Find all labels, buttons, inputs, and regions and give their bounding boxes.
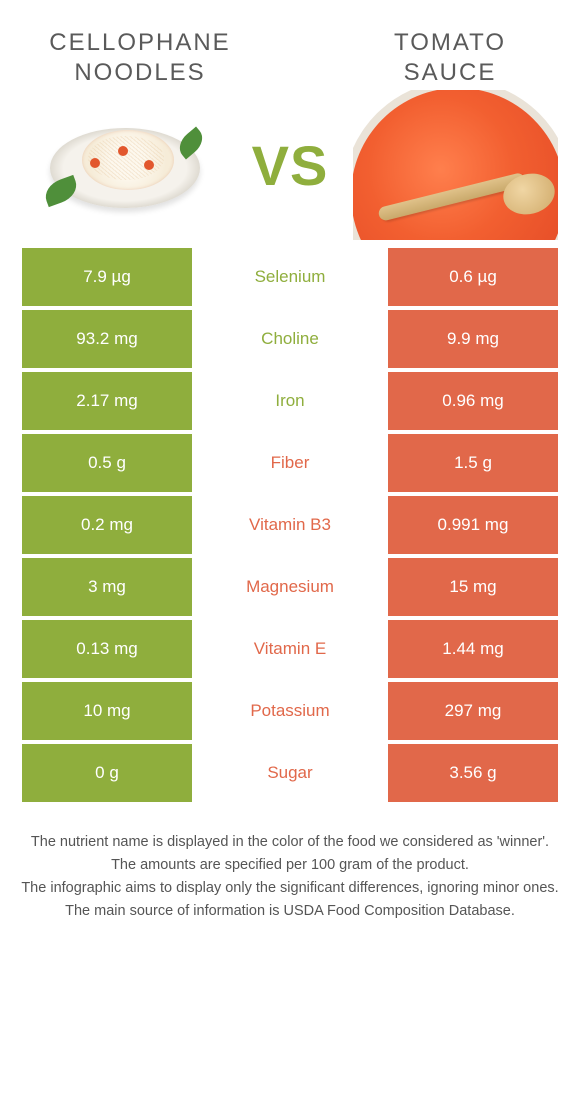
table-row: 93.2 mgCholine9.9 mg bbox=[22, 310, 558, 368]
left-value: 10 mg bbox=[22, 682, 192, 740]
left-food-image bbox=[22, 100, 227, 230]
noodles-illustration bbox=[40, 110, 210, 220]
nutrient-label: Potassium bbox=[192, 682, 388, 740]
table-row: 2.17 mgIron0.96 mg bbox=[22, 372, 558, 430]
left-value: 7.9 µg bbox=[22, 248, 192, 306]
tomato-sauce-illustration bbox=[353, 90, 558, 240]
right-value: 1.5 g bbox=[388, 434, 558, 492]
nutrient-label: Magnesium bbox=[192, 558, 388, 616]
right-value: 9.9 mg bbox=[388, 310, 558, 368]
table-row: 0 gSugar3.56 g bbox=[22, 744, 558, 802]
nutrient-label: Vitamin B3 bbox=[192, 496, 388, 554]
left-value: 93.2 mg bbox=[22, 310, 192, 368]
nutrient-label: Selenium bbox=[192, 248, 388, 306]
hero-row: VS bbox=[0, 96, 580, 248]
nutrient-label: Vitamin E bbox=[192, 620, 388, 678]
vs-label: VS bbox=[252, 133, 329, 198]
left-value: 0.2 mg bbox=[22, 496, 192, 554]
table-row: 7.9 µgSelenium0.6 µg bbox=[22, 248, 558, 306]
table-row: 0.5 gFiber1.5 g bbox=[22, 434, 558, 492]
header: CELLOPHANE NOODLES TOMATO SAUCE bbox=[0, 0, 580, 96]
nutrient-table: 7.9 µgSelenium0.6 µg93.2 mgCholine9.9 mg… bbox=[0, 248, 580, 802]
footer-line: The infographic aims to display only the… bbox=[18, 878, 562, 899]
right-value: 3.56 g bbox=[388, 744, 558, 802]
footer-notes: The nutrient name is displayed in the co… bbox=[0, 806, 580, 922]
left-value: 0.5 g bbox=[22, 434, 192, 492]
nutrient-label: Iron bbox=[192, 372, 388, 430]
nutrient-label: Choline bbox=[192, 310, 388, 368]
right-value: 297 mg bbox=[388, 682, 558, 740]
right-value: 0.96 mg bbox=[388, 372, 558, 430]
table-row: 3 mgMagnesium15 mg bbox=[22, 558, 558, 616]
nutrient-label: Fiber bbox=[192, 434, 388, 492]
footer-line: The main source of information is USDA F… bbox=[18, 901, 562, 922]
right-value: 15 mg bbox=[388, 558, 558, 616]
right-value: 0.6 µg bbox=[388, 248, 558, 306]
footer-line: The amounts are specified per 100 gram o… bbox=[18, 855, 562, 876]
left-value: 3 mg bbox=[22, 558, 192, 616]
right-food-title: TOMATO SAUCE bbox=[360, 28, 540, 88]
footer-line: The nutrient name is displayed in the co… bbox=[18, 832, 562, 853]
left-value: 0 g bbox=[22, 744, 192, 802]
table-row: 0.13 mgVitamin E1.44 mg bbox=[22, 620, 558, 678]
table-row: 0.2 mgVitamin B30.991 mg bbox=[22, 496, 558, 554]
right-value: 1.44 mg bbox=[388, 620, 558, 678]
left-value: 0.13 mg bbox=[22, 620, 192, 678]
left-value: 2.17 mg bbox=[22, 372, 192, 430]
right-food-image bbox=[353, 100, 558, 230]
left-food-title: CELLOPHANE NOODLES bbox=[40, 28, 240, 88]
table-row: 10 mgPotassium297 mg bbox=[22, 682, 558, 740]
nutrient-label: Sugar bbox=[192, 744, 388, 802]
right-value: 0.991 mg bbox=[388, 496, 558, 554]
